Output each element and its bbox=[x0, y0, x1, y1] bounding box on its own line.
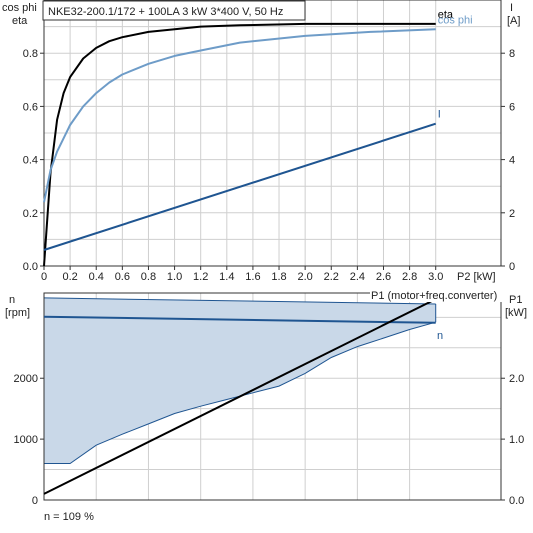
top-x-tick-label: 3.0 bbox=[428, 271, 443, 283]
top-right-tick-label: 2 bbox=[509, 208, 515, 220]
footnote: n = 109 % bbox=[44, 511, 94, 523]
top-x-tick-label: 1.6 bbox=[245, 271, 260, 283]
bottom-right-ticks: 0.0 1.0 2.0 bbox=[501, 373, 524, 507]
top-x-axis-label: P2 [kW] bbox=[457, 271, 496, 283]
bottom-left-tick-label-zero: 0 bbox=[32, 495, 38, 507]
top-x-tick-label: 2.0 bbox=[297, 271, 312, 283]
top-x-tick-label: 2.4 bbox=[350, 271, 365, 283]
bottom-plot-frame bbox=[43, 292, 502, 501]
speed-range-upper-edge bbox=[43, 297, 436, 305]
top-left-tick-label: 0.8 bbox=[23, 48, 38, 60]
bottom-series bbox=[43, 298, 437, 495]
p1-series-label: P1 (motor+freq.converter) bbox=[371, 290, 497, 302]
top-left-tick-label: 0.4 bbox=[23, 155, 38, 167]
top-x-tick-label: 2.2 bbox=[324, 271, 339, 283]
top-x-tick-label: 1.0 bbox=[167, 271, 182, 283]
series-line-n bbox=[43, 315, 436, 324]
top-x-tick-label: 1.2 bbox=[193, 271, 208, 283]
series-label-cos-phi: cos phi bbox=[438, 14, 473, 26]
top-plot: 0 0.2 0.4 0.6 0.8 1.0 1.2 1.4 1.6 1.8 2.0 2.2 2.4 2.6… bbox=[2, 0, 520, 283]
series-line-p1 bbox=[43, 298, 437, 495]
top-x-tick-label: 0 bbox=[41, 271, 47, 283]
top-x-tick-label: 0.2 bbox=[62, 271, 77, 283]
bottom-right-tick-label: 1.0 bbox=[509, 434, 524, 446]
top-x-tick-label: 0.8 bbox=[141, 271, 156, 283]
title-box bbox=[42, 0, 306, 21]
top-x-tick-label: 2.6 bbox=[376, 271, 391, 283]
top-x-ticks: 0 0.2 0.4 0.6 0.8 1.0 1.2 1.4 1.6 1.8 2.0 2.2 2.4 2.6… bbox=[41, 266, 443, 283]
top-right-axis-label-2: [A] bbox=[507, 15, 520, 27]
top-series bbox=[43, 22, 437, 267]
top-right-axis-label-1: I bbox=[510, 2, 513, 14]
top-left-tick-label: 0.0 bbox=[23, 261, 38, 273]
bottom-right-axis-label-2: [kW] bbox=[505, 307, 527, 319]
top-x-tick-label: 1.8 bbox=[271, 271, 286, 283]
bottom-right-tick-label: 2.0 bbox=[509, 373, 524, 385]
top-left-tick-label: 0.6 bbox=[23, 101, 38, 113]
top-x-tick-label: 0.4 bbox=[89, 271, 104, 283]
top-x-tick-label: 1.4 bbox=[219, 271, 234, 283]
bottom-left-tick-label: 2000 bbox=[14, 373, 38, 385]
top-plot-frame bbox=[43, 0, 502, 267]
top-right-tick-label: 0 bbox=[509, 261, 515, 273]
p1-label-bg bbox=[370, 289, 502, 302]
series-label-eta: eta bbox=[438, 9, 454, 21]
bottom-right-tick-label: 0.0 bbox=[509, 495, 524, 507]
speed-range-fill bbox=[44, 297, 436, 464]
series-line-eta bbox=[43, 22, 436, 267]
bottom-left-ticks: 1000 2000 0 bbox=[14, 373, 44, 507]
chart-title: NKE32-200.1/172 + 100LA 3 kW 3*400 V, 50… bbox=[48, 6, 283, 18]
top-left-ticks: 0.0 0.2 0.4 0.6 0.8 bbox=[23, 48, 44, 273]
series-label-I: I bbox=[438, 109, 441, 121]
series-line-I bbox=[43, 122, 437, 251]
top-left-axis-label-1: cos phi bbox=[2, 2, 37, 14]
top-right-tick-label: 6 bbox=[509, 101, 515, 113]
bottom-right-axis-label-1: P1 bbox=[509, 294, 522, 306]
n-series-label: n bbox=[437, 330, 443, 342]
top-right-tick-label: 8 bbox=[509, 48, 515, 60]
top-x-tick-label: 2.8 bbox=[402, 271, 417, 283]
top-left-axis-label-2: eta bbox=[12, 15, 28, 27]
bottom-left-tick-label: 1000 bbox=[14, 434, 38, 446]
top-right-ticks: 0 2 4 6 8 bbox=[501, 48, 515, 273]
top-x-tick-label: 0.6 bbox=[115, 271, 130, 283]
bottom-plot: 1000 2000 0 0.0 1.0 2.0 n [rpm] P1 [kW] P1 (… bbox=[5, 289, 527, 523]
bottom-left-axis-label-1: n bbox=[9, 294, 15, 306]
series-line-cos-phi bbox=[43, 28, 436, 203]
top-left-tick-label: 0.2 bbox=[23, 208, 38, 220]
top-right-tick-label: 4 bbox=[509, 155, 515, 167]
bottom-left-axis-label-2: [rpm] bbox=[5, 307, 30, 319]
